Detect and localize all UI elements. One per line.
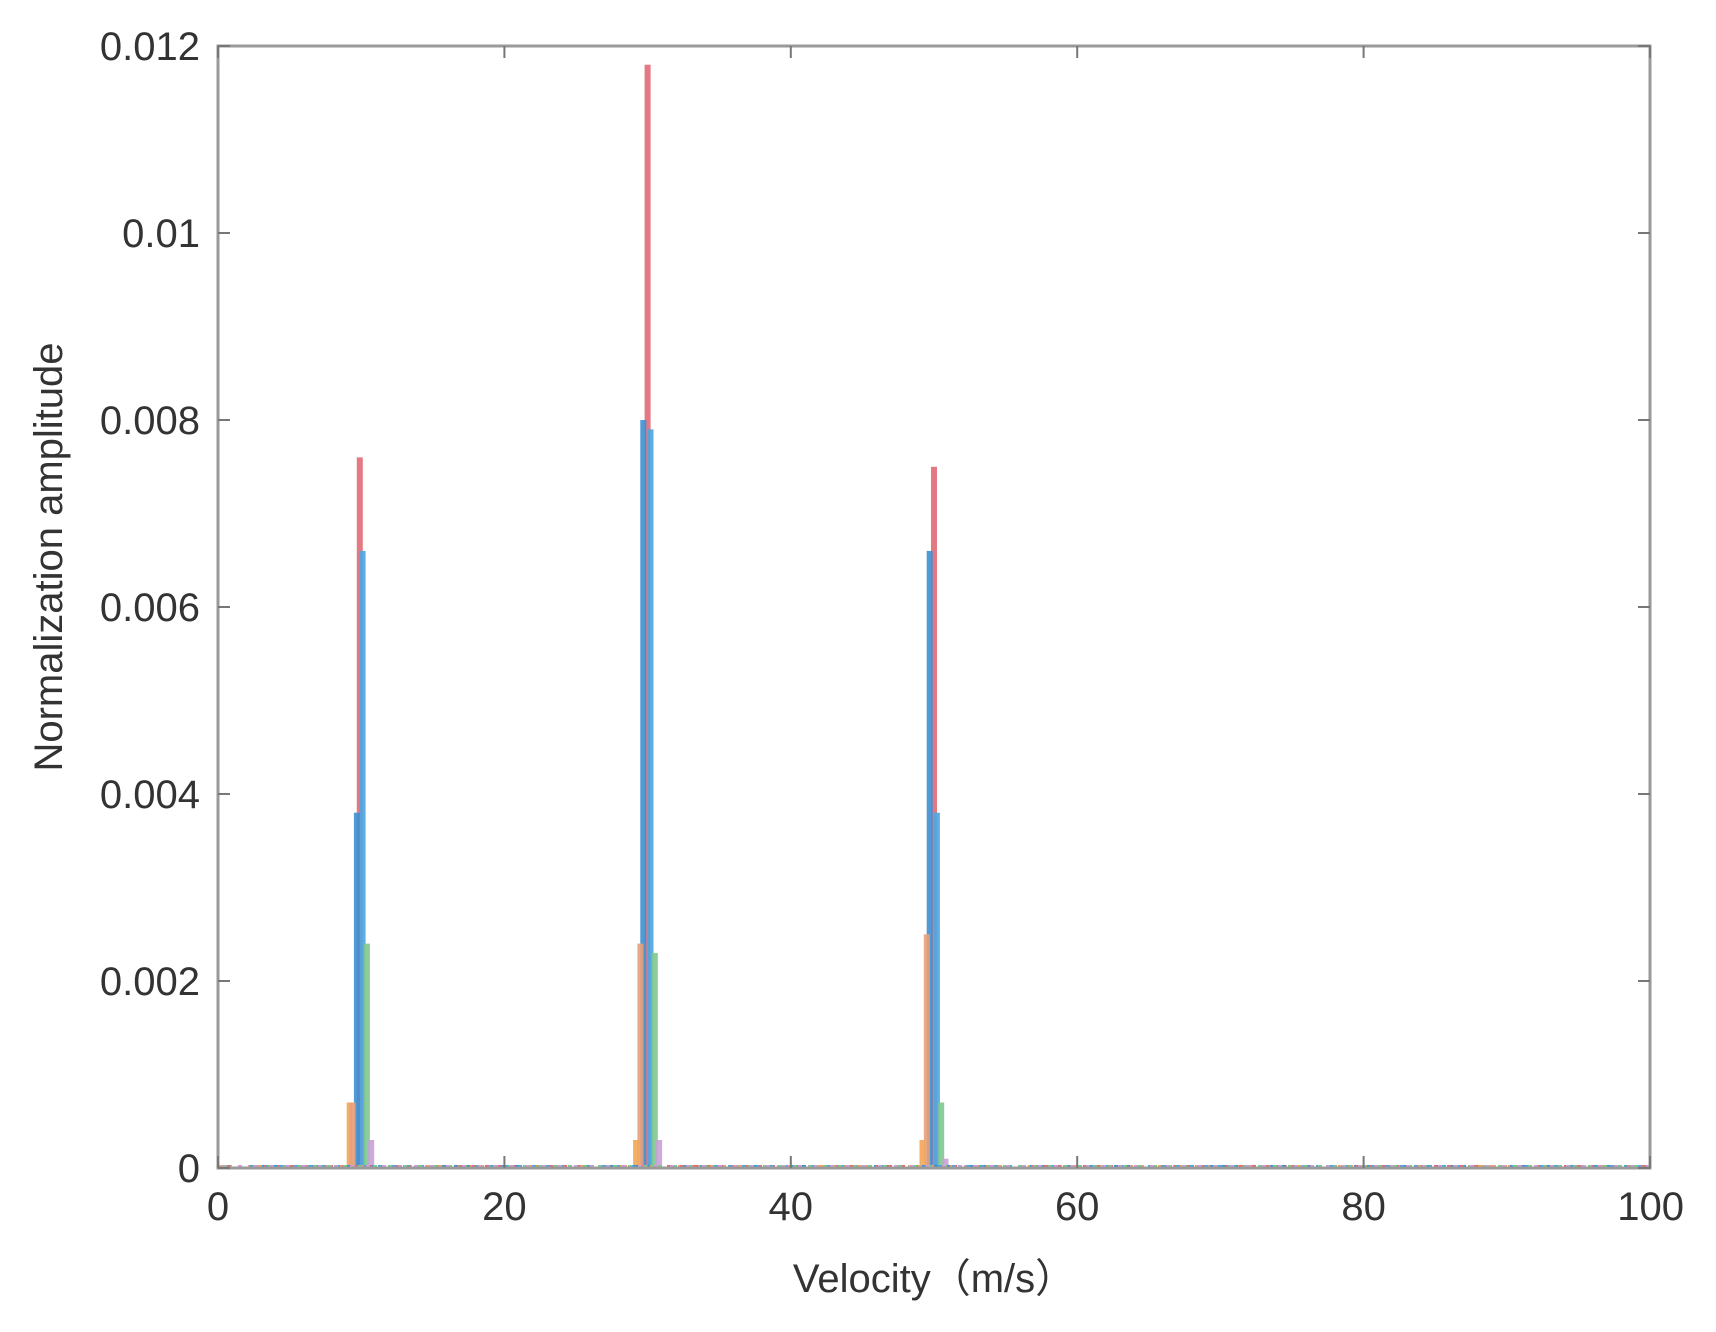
x-axis-title: Velocity（m/s） <box>793 1257 1075 1301</box>
spectrum-bar <box>349 1102 356 1168</box>
spectrum-bar <box>919 1140 926 1168</box>
spectrum-bar <box>368 1140 375 1168</box>
y-axis-title: Normalization amplitude <box>27 342 71 771</box>
spectrum-bar <box>942 1158 949 1168</box>
y-tick-label: 0.01 <box>122 212 200 256</box>
spectrum-bar <box>923 934 930 1169</box>
spectrum-bar <box>647 429 654 1168</box>
x-tick-label: 80 <box>1341 1185 1386 1229</box>
y-tick-label: 0.008 <box>100 399 200 443</box>
ticks-layer: 0 20 40 60 80 100 0 0.002 0.004 0.006 0.008 0.01 0.0… <box>100 25 1684 1229</box>
x-tick-label: 0 <box>207 1185 229 1229</box>
spectrum-bar <box>353 812 360 1168</box>
x-tick-label: 100 <box>1617 1185 1684 1229</box>
spectrum-bar <box>933 812 940 1168</box>
spectrum-bar <box>651 953 658 1168</box>
x-tick-label: 60 <box>1055 1185 1100 1229</box>
spectrum-bar <box>938 1102 945 1168</box>
y-tick-label: 0.012 <box>100 25 200 69</box>
y-tick-label: 0 <box>178 1147 200 1191</box>
spectrum-bar <box>926 550 933 1168</box>
spectrum-bar <box>363 943 370 1168</box>
y-tick-label: 0.002 <box>100 960 200 1004</box>
spectrum-bar <box>640 420 647 1168</box>
y-tick-label: 0.004 <box>100 773 200 817</box>
x-tick-label: 40 <box>769 1185 814 1229</box>
spectrum-bar <box>637 943 644 1168</box>
spectrum-bar <box>359 550 366 1168</box>
x-tick-label: 20 <box>482 1185 527 1229</box>
y-tick-label: 0.006 <box>100 586 200 630</box>
spectrum-bar <box>633 1140 640 1168</box>
spectrum-bar <box>656 1140 663 1168</box>
bars-layer <box>346 64 949 1169</box>
